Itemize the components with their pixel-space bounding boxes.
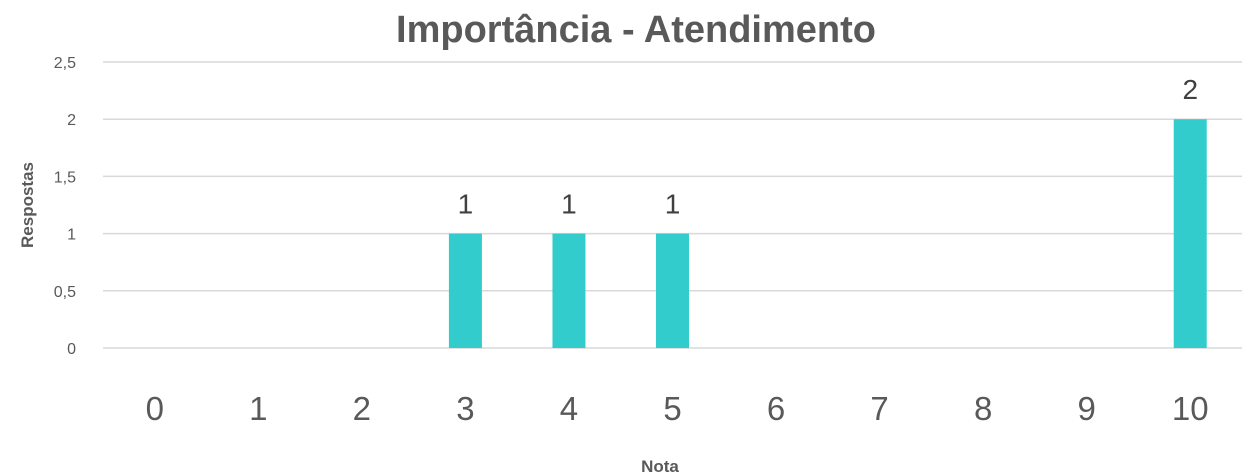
y-tick-label: 2 — [67, 112, 76, 129]
x-tick-label: 5 — [663, 390, 681, 427]
x-axis-title: Nota — [641, 457, 679, 476]
y-tick-label: 1,5 — [54, 169, 76, 186]
bar — [1173, 119, 1207, 348]
x-tick-label: 2 — [353, 390, 371, 427]
bar-data-label: 1 — [561, 189, 577, 220]
bars — [448, 119, 1207, 348]
x-tick-label: 1 — [249, 390, 267, 427]
bar — [656, 233, 689, 348]
bar-data-label: 1 — [458, 189, 474, 220]
y-tick-label: 1 — [67, 227, 76, 244]
x-tick-label: 6 — [767, 390, 785, 427]
y-axis-title: Respostas — [18, 162, 37, 248]
bar-data-label: 2 — [1182, 74, 1198, 105]
y-tick-label: 0,5 — [54, 284, 76, 301]
bar — [552, 233, 586, 348]
x-tick-label: 4 — [560, 390, 578, 427]
chart-title: Importância - Atendimento — [396, 9, 876, 51]
x-tick-label: 9 — [1078, 390, 1096, 427]
y-axis-ticks: 0 0,5 1 1,5 2 2,5 — [54, 55, 76, 358]
bar-data-label: 1 — [665, 189, 681, 220]
y-tick-label: 0 — [67, 341, 76, 358]
x-axis-ticks: 0 1 2 3 4 5 6 7 8 9 10 — [146, 390, 1209, 427]
y-tick-label: 2,5 — [54, 55, 76, 72]
x-tick-label: 0 — [146, 390, 164, 427]
x-tick-label: 7 — [870, 390, 888, 427]
x-tick-label: 3 — [456, 390, 474, 427]
x-tick-label: 10 — [1172, 390, 1209, 427]
bar — [448, 233, 482, 348]
data-labels: 1 1 1 2 — [458, 74, 1198, 219]
x-tick-label: 8 — [974, 390, 992, 427]
